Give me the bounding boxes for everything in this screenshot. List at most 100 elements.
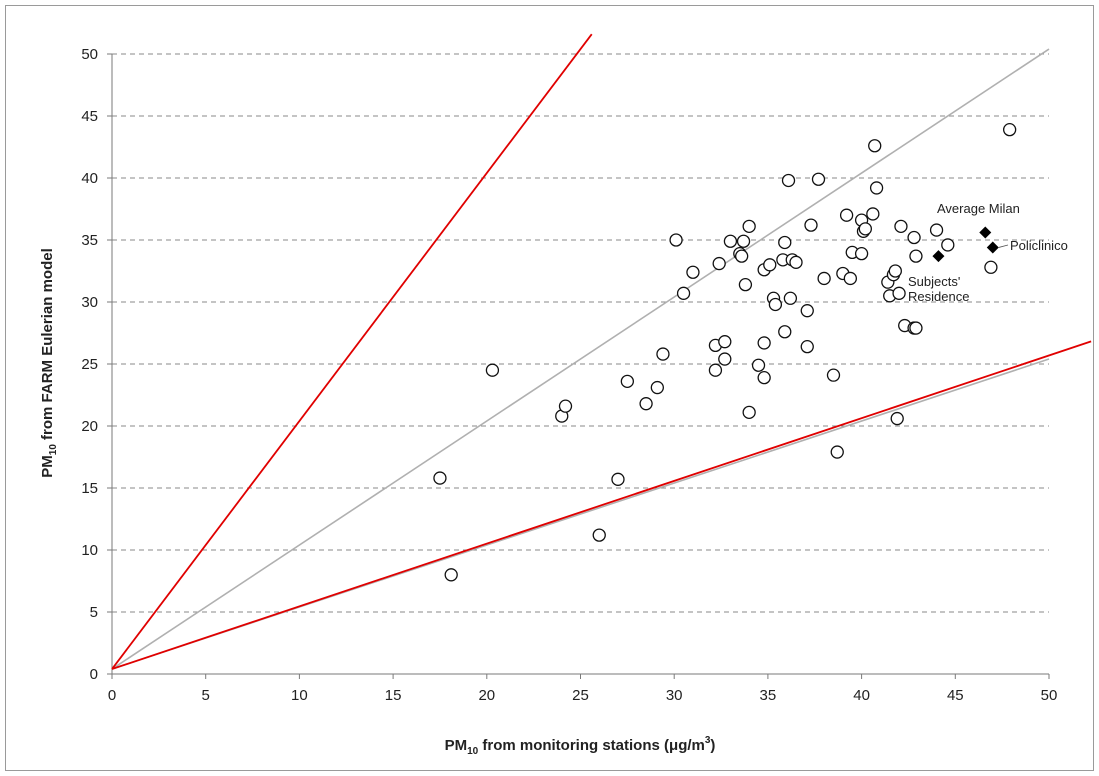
x-tick-label: 40 <box>853 687 870 704</box>
data-point <box>718 352 732 366</box>
data-point <box>817 271 831 286</box>
data-point <box>485 363 500 377</box>
data-point <box>866 207 880 221</box>
data-point <box>639 397 653 411</box>
x-axis-title: PM10 from monitoring stations (μg/m3) <box>445 735 716 757</box>
data-point <box>742 219 756 234</box>
data-point <box>669 233 683 247</box>
data-point <box>826 368 841 382</box>
annotation-label: Subjects' Residence <box>908 274 969 304</box>
data-points <box>433 122 1017 582</box>
data-point <box>843 271 858 286</box>
data-point <box>768 297 783 312</box>
data-point <box>909 249 923 263</box>
reference-lines <box>111 33 1092 670</box>
x-tick-label: 10 <box>291 687 308 704</box>
data-point <box>656 347 670 361</box>
data-point <box>781 173 796 188</box>
upper-bound-line <box>111 33 593 670</box>
highlight-point <box>932 250 945 263</box>
x-tick-label: 30 <box>666 687 683 704</box>
lower-bound-line <box>111 340 1092 670</box>
data-point <box>800 339 814 354</box>
highlight-points <box>932 226 999 263</box>
annotation-label: Average Milan <box>937 201 1020 216</box>
data-point <box>723 234 738 248</box>
highlight-point <box>979 226 992 239</box>
data-point <box>735 249 749 263</box>
y-tick-label: 45 <box>81 108 98 125</box>
highlight-point <box>986 241 999 254</box>
y-tick-label: 35 <box>81 232 98 249</box>
data-point <box>941 238 955 252</box>
data-point <box>778 325 792 339</box>
data-point <box>830 445 844 459</box>
data-point <box>778 235 792 250</box>
y-tick-label: 30 <box>81 294 98 311</box>
data-point <box>890 411 904 426</box>
x-tick-label: 20 <box>478 687 495 704</box>
data-point <box>888 264 902 278</box>
data-point <box>718 335 732 349</box>
y-tick-label: 15 <box>81 480 98 497</box>
data-point <box>1002 122 1017 137</box>
data-point <box>620 374 634 389</box>
annotation-leader <box>998 244 1009 248</box>
y-axis-title: PM10 from FARM Eulerian model <box>39 248 59 477</box>
data-point <box>984 260 998 274</box>
data-point <box>909 321 923 335</box>
y-tick-label: 40 <box>81 170 98 187</box>
data-point <box>611 472 625 486</box>
data-point <box>708 363 723 377</box>
x-tick-label: 15 <box>385 687 402 704</box>
data-point <box>929 223 944 237</box>
data-point <box>558 399 573 413</box>
data-point <box>712 256 726 271</box>
chart-frame <box>5 5 1094 771</box>
data-point <box>650 380 664 395</box>
data-point <box>804 218 818 232</box>
data-point <box>757 336 771 350</box>
data-point <box>907 230 921 245</box>
data-point <box>789 255 803 269</box>
data-point <box>858 222 872 236</box>
data-point <box>854 246 869 261</box>
x-tick-label: 5 <box>202 687 210 704</box>
data-point <box>800 304 814 318</box>
data-point <box>742 405 756 420</box>
data-point <box>894 219 908 234</box>
axes <box>107 53 1050 679</box>
data-point <box>868 139 882 153</box>
data-point <box>763 258 777 272</box>
x-tick-labels: 0 5 10 15 20 25 30 35 40 45 50 <box>108 687 1058 704</box>
x-tick-label: 45 <box>947 687 964 704</box>
data-point <box>811 172 826 186</box>
data-point <box>736 234 751 248</box>
data-point <box>686 265 700 279</box>
y-tick-label: 25 <box>81 356 98 373</box>
data-point <box>783 291 798 305</box>
data-point <box>592 528 606 542</box>
y-tick-label: 0 <box>90 666 98 683</box>
y-tick-label: 50 <box>81 46 98 63</box>
reference-line-gray <box>111 48 1050 670</box>
annotation-label: Policlinico <box>1010 238 1068 253</box>
data-point <box>751 358 766 372</box>
data-point <box>757 370 771 385</box>
y-tick-labels: 0 5 10 15 20 25 30 35 40 45 50 <box>81 46 98 683</box>
data-point <box>676 286 691 300</box>
x-tick-label: 25 <box>572 687 589 704</box>
y-tick-label: 10 <box>81 542 98 559</box>
x-tick-label: 0 <box>108 687 116 704</box>
data-point <box>839 208 854 222</box>
gridlines <box>112 53 1049 613</box>
data-point <box>869 181 884 195</box>
x-tick-label: 50 <box>1041 687 1058 704</box>
data-point <box>738 277 753 292</box>
data-point <box>444 568 458 582</box>
annotations: Average Milan Policlinico Subjects' Residen… <box>908 201 1068 304</box>
data-point <box>433 471 447 485</box>
data-point <box>892 286 906 300</box>
x-tick-label: 35 <box>760 687 777 704</box>
y-tick-label: 20 <box>81 418 98 435</box>
